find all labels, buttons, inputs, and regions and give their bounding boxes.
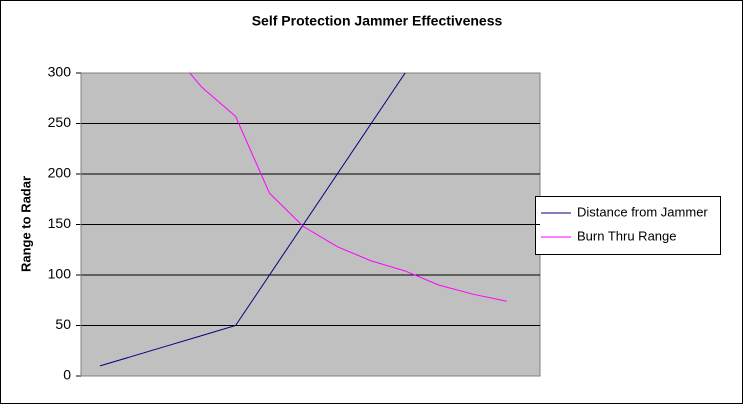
legend-label: Distance from Jammer <box>577 204 708 219</box>
series-line <box>189 73 507 302</box>
y-tick-label: 100 <box>48 266 72 282</box>
y-tick-label: 0 <box>63 367 71 383</box>
y-tick-label: 150 <box>48 215 72 231</box>
legend-box <box>535 196 721 255</box>
y-tick-label: 50 <box>55 316 71 332</box>
series-line <box>99 73 406 367</box>
y-tick-label: 300 <box>48 64 72 80</box>
chart-title: Self Protection Jammer Effectiveness <box>252 13 503 29</box>
legend-label: Burn Thru Range <box>577 228 677 243</box>
y-tick-label: 250 <box>48 114 72 130</box>
y-tick-label: 200 <box>48 165 72 181</box>
legend: Distance from Jammer Burn Thru Range <box>535 196 721 255</box>
y-axis-label: Range to Radar <box>18 176 33 272</box>
